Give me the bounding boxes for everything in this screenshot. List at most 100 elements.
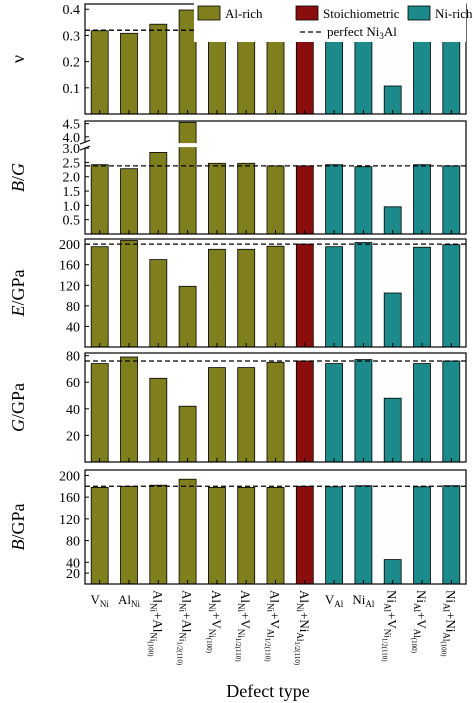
bar-1-9 [325, 29, 344, 115]
x-category-label: AlNi [118, 592, 140, 609]
bar-3-11 [383, 292, 402, 348]
bar-3-10 [354, 242, 373, 348]
y-tick-label: 0.4 [63, 3, 81, 18]
bar-1-6 [237, 29, 256, 115]
bar-5-9 [325, 486, 344, 585]
bar-1-13 [442, 30, 461, 115]
y-tick-label: 160 [59, 259, 80, 274]
x-category-label: VAl [325, 592, 344, 609]
bar-5-5 [207, 486, 226, 585]
y-axis-label: E/GPa [8, 269, 28, 317]
x-axis-label: Defect type [226, 681, 309, 701]
bar-3-2 [120, 240, 138, 348]
y-tick-label: 1.0 [63, 199, 81, 214]
y-tick-label: 20 [66, 567, 80, 582]
legend: Al-rich Stoichiometric Ni-rich perfect Ni3A… [194, 2, 473, 42]
x-category-label: NiAl+NiAl(100) [439, 590, 458, 657]
bar-4-6 [237, 367, 256, 463]
bar-3-7 [266, 245, 285, 348]
bar-3-12 [413, 246, 431, 348]
bar-1-7 [266, 30, 285, 115]
bar-1-3 [149, 23, 168, 115]
bar-break-mask [178, 143, 198, 148]
bar-5-12 [413, 486, 431, 585]
axis-break-mark [79, 139, 91, 145]
bar-4-3 [149, 377, 168, 463]
bar-3-8 [295, 243, 314, 348]
x-category-label: VNi [90, 592, 109, 609]
bar-2-1 [90, 164, 109, 235]
bar-4-2 [120, 356, 138, 463]
y-tick-label: 200 [59, 469, 80, 484]
bar-4-9 [325, 363, 344, 463]
y-tick-label: 0.3 [63, 29, 81, 44]
bar-2-13 [442, 165, 461, 235]
legend-label: Ni-rich [435, 6, 473, 21]
bar-3-1 [90, 246, 109, 348]
y-tick-label: 0.5 [63, 214, 81, 229]
panel-3: 40 80 120 160 200 E/GPa [8, 238, 467, 348]
bar-3-6 [237, 248, 256, 348]
bar-2-8 [295, 165, 314, 235]
bar-1-2 [120, 32, 138, 115]
bar-5-10 [354, 485, 373, 585]
y-tick-label: 40 [66, 556, 80, 571]
axis-break-gap [81, 142, 89, 148]
bar-5-6 [237, 486, 256, 585]
bar-2-12 [413, 164, 431, 235]
y-tick-label: 20 [66, 429, 80, 444]
bar-3-13 [442, 244, 461, 348]
y-tick-label: 80 [66, 350, 80, 365]
bar-2-3 [149, 151, 168, 235]
x-category-labels: VNi AlNi AlNi+AlNi(100) AlNi+AlNi1/2(110) Al… [90, 590, 458, 666]
bar-4-12 [413, 363, 431, 463]
legend-swatch [197, 5, 221, 21]
y-tick-label: 0.1 [63, 82, 81, 97]
bar-2-2 [120, 168, 138, 235]
bar-3-3 [149, 259, 168, 348]
y-axis-label: G/GPa [8, 383, 28, 432]
bar-4-7 [266, 361, 285, 463]
bar-2-9 [325, 164, 344, 235]
panel-2: 0.51.01.52.02.53.04.04.5 B/G [8, 118, 467, 235]
legend-swatch [295, 5, 319, 21]
bar-4-1 [90, 363, 109, 463]
bar-1-5 [207, 29, 226, 115]
y-tick-label: 0.2 [63, 56, 81, 71]
bar-1-8 [295, 30, 314, 115]
bar-5-7 [266, 486, 285, 585]
bar-2-5 [207, 162, 226, 235]
bar-3-4 [178, 285, 197, 348]
y-tick-label: 2.5 [63, 156, 81, 171]
y-tick-label: 80 [66, 535, 80, 550]
y-tick-label: 60 [66, 376, 80, 391]
x-category-label: NiAl+VAl(100) [410, 590, 429, 654]
y-tick-label: 4.5 [63, 118, 81, 133]
y-tick-label: 4.0 [63, 131, 81, 146]
y-axis-label: ν [8, 55, 28, 63]
x-category-label: NiAl+VNi1/2(110) [381, 590, 400, 662]
bar-2-6 [237, 162, 256, 235]
bar-2-11 [383, 206, 402, 235]
x-category-label: AlNi+AlNi(100) [146, 590, 165, 657]
bar-1-11 [383, 85, 402, 115]
panel-4: 20 40 60 80 G/GPa [8, 350, 467, 463]
y-tick-label: 120 [59, 513, 80, 528]
bar-5-2 [120, 485, 138, 585]
x-category-label: NiAl [352, 592, 374, 609]
x-category-label: AlNi+NiAl1/2(110) [293, 590, 312, 666]
bar-2-10 [354, 166, 373, 235]
bar-2-7 [266, 165, 285, 235]
y-tick-label: 40 [66, 403, 80, 418]
bar-5-3 [149, 484, 168, 585]
y-axis-label: B/G [8, 163, 28, 192]
y-tick-label: 3.0 [63, 142, 81, 157]
bar-4-10 [354, 359, 373, 463]
y-tick-label: 1.5 [63, 185, 81, 200]
x-category-label: AlNi+VAl1/2(110) [264, 590, 283, 662]
panel-1: 0.1 0.2 0.3 0.4 ν [8, 3, 467, 115]
bar-2-4 [178, 121, 197, 235]
y-axis-label: B/GPa [8, 503, 28, 550]
y-tick-label: 120 [59, 279, 80, 294]
legend-label: Stoichiometric [323, 6, 400, 21]
